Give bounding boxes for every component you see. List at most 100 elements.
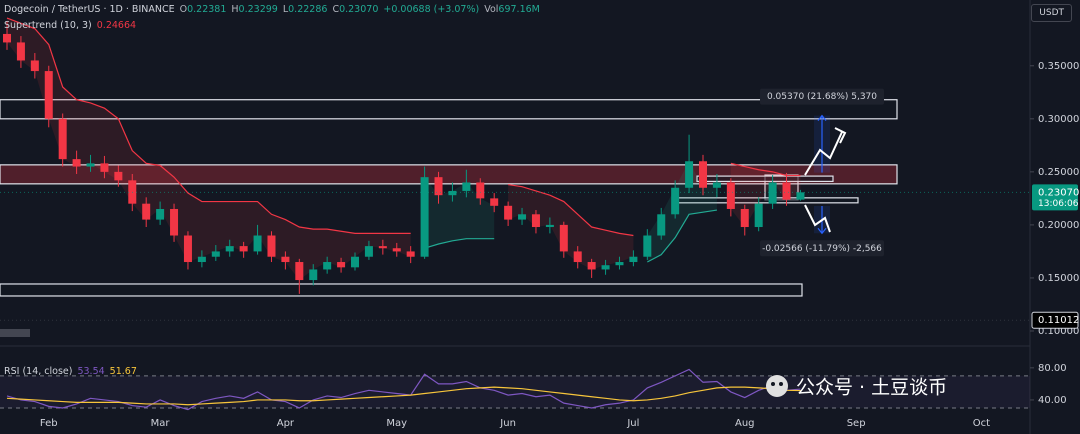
measure-label: -0.02566 (-11.79%) -2,566 [762, 244, 882, 254]
candle-body [559, 224, 568, 252]
candle-body [406, 251, 415, 257]
measure-label: 0.05370 (21.68%) 5,370 [767, 92, 877, 102]
candle-body [323, 262, 332, 270]
rsi-tick-label: 80.00 [1038, 363, 1067, 374]
volume: Vol697.16M [484, 4, 540, 15]
candle-body [30, 60, 39, 72]
candle-body [490, 198, 499, 206]
candle-body [615, 262, 624, 266]
ohlc-key: H [231, 4, 239, 15]
up-arrow-sketch [804, 131, 843, 176]
ohlc-value: 0.23070 [339, 4, 379, 15]
measure-arrow-head [817, 227, 827, 235]
candle-body [170, 208, 179, 236]
x-tick-label: Apr [277, 418, 295, 429]
indicator-value: 0.24664 [96, 20, 137, 31]
candle-body [448, 190, 457, 196]
ohlc: L0.22286 [283, 4, 328, 15]
candle-body [337, 262, 346, 268]
y-tick-label: 0.20000 [1038, 220, 1079, 231]
supertrend-down [508, 183, 634, 237]
candle-body [434, 177, 443, 196]
legend-supertrend: Supertrend (10, 3) 0.24664 [4, 20, 136, 31]
x-tick-label: Jun [499, 418, 516, 429]
x-tick-label: Jul [626, 418, 639, 429]
supertrend-down-fill [7, 18, 411, 281]
candle-body [351, 256, 359, 268]
down-arrow-sketch [804, 204, 831, 233]
indicator-value: 51.67 [109, 366, 137, 377]
watermark: 公众号 · 土豆谈币 [796, 377, 947, 399]
candle-body [699, 161, 707, 188]
ohlc-value: 0.23299 [238, 4, 278, 15]
indicator-name: Supertrend (10, 3) [4, 20, 92, 31]
candle-body [518, 214, 527, 220]
candle-body [114, 171, 123, 181]
x-tick-label: Sep [847, 418, 866, 429]
ohlc-value: 0.22286 [288, 4, 328, 15]
candle-body [309, 269, 318, 281]
ohlc: H0.23299 [231, 4, 277, 15]
candle-body [267, 235, 276, 257]
candle-body [671, 187, 680, 215]
measure-label-box [760, 88, 884, 105]
candle-body [58, 118, 67, 160]
volume-value: 697.16M [498, 4, 540, 15]
candle-body [44, 71, 53, 119]
candle-body [754, 203, 763, 228]
zone [0, 283, 803, 297]
candle-body [545, 224, 554, 228]
candle-body [768, 182, 777, 204]
drawn-arrows [804, 127, 847, 233]
candle-body [197, 256, 206, 263]
legend-main: Dogecoin / TetherUS · 1D · BINANCE O0.22… [4, 4, 540, 15]
zone [696, 175, 834, 183]
candle-body [504, 205, 513, 220]
y-tick-label: 0.35000 [1038, 61, 1079, 72]
candle-body [253, 235, 262, 252]
candle-body [712, 182, 721, 188]
measure-arrow-head [817, 114, 827, 122]
rsi-line [6, 368, 801, 411]
candle-body [392, 248, 401, 252]
candle-body [211, 251, 220, 257]
candle-body [531, 214, 540, 228]
candle-body [142, 203, 151, 220]
candle-body [587, 262, 596, 270]
rsi-ma-line [6, 386, 801, 406]
candle-body [643, 235, 652, 257]
change: +0.00688 (+3.07%) [383, 4, 480, 15]
y-tick-label: 0.30000 [1038, 114, 1079, 125]
candle-body [476, 182, 485, 199]
candle-body [573, 251, 582, 263]
ohlc: O0.22381 [180, 4, 227, 15]
ohlc-key: L [282, 4, 289, 15]
y-tick-label: 0.25000 [1038, 167, 1079, 178]
candle-body [364, 246, 373, 257]
zone [0, 164, 898, 185]
supertrend-down [730, 162, 801, 177]
candle-body [295, 262, 304, 281]
measure-label-box [760, 240, 884, 257]
watermark-icon [766, 375, 788, 397]
ohlc-key: O [179, 4, 188, 15]
ohlc-value: 0.22381 [187, 4, 227, 15]
x-tick-label: Feb [40, 418, 58, 429]
currency-button[interactable]: USDT [1031, 4, 1072, 22]
candle-body [782, 182, 791, 200]
x-tick-label: May [386, 418, 407, 429]
plot: 0.10000 0.15000 0.20000 0.25000 0.30000 0.350… [0, 17, 1079, 429]
candle-body [740, 208, 749, 228]
candle-body [462, 182, 471, 191]
candle-body [601, 265, 610, 270]
price-tag [1032, 184, 1078, 211]
supertrend-down [6, 17, 411, 234]
candle-body [3, 33, 11, 43]
indicator-value: 53.54 [77, 366, 105, 377]
indicator-name: RSI (14, close) [4, 366, 73, 377]
candle-body [796, 192, 805, 200]
supertrend-down-fill [508, 184, 634, 270]
